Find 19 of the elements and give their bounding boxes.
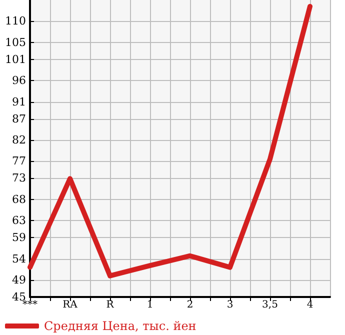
legend-label: Средняя Цена, тыс. йен <box>44 319 196 333</box>
y-tick-label: 73 <box>12 172 26 185</box>
y-tick-label: 54 <box>12 252 26 266</box>
x-tick-label: R <box>106 300 114 310</box>
x-tick-label: 3,5 <box>262 300 278 310</box>
y-tick-label: 82 <box>12 134 26 147</box>
y-tick-label: 101 <box>5 52 26 66</box>
y-tick-label: 77 <box>12 154 26 168</box>
y-tick-label: 68 <box>12 192 26 206</box>
x-tick-label: *** <box>22 300 38 310</box>
y-tick-label: 63 <box>12 214 26 228</box>
y-tick-label: 105 <box>5 36 26 49</box>
y-tick-label: 87 <box>12 112 26 126</box>
y-tick-label: 49 <box>12 274 26 287</box>
y-tick-label: 96 <box>12 74 26 88</box>
y-tick-label: 110 <box>5 14 26 28</box>
x-tick-label: RA <box>62 300 78 310</box>
y-tick-label: 91 <box>12 95 26 108</box>
y-tick-label: 59 <box>12 231 26 244</box>
